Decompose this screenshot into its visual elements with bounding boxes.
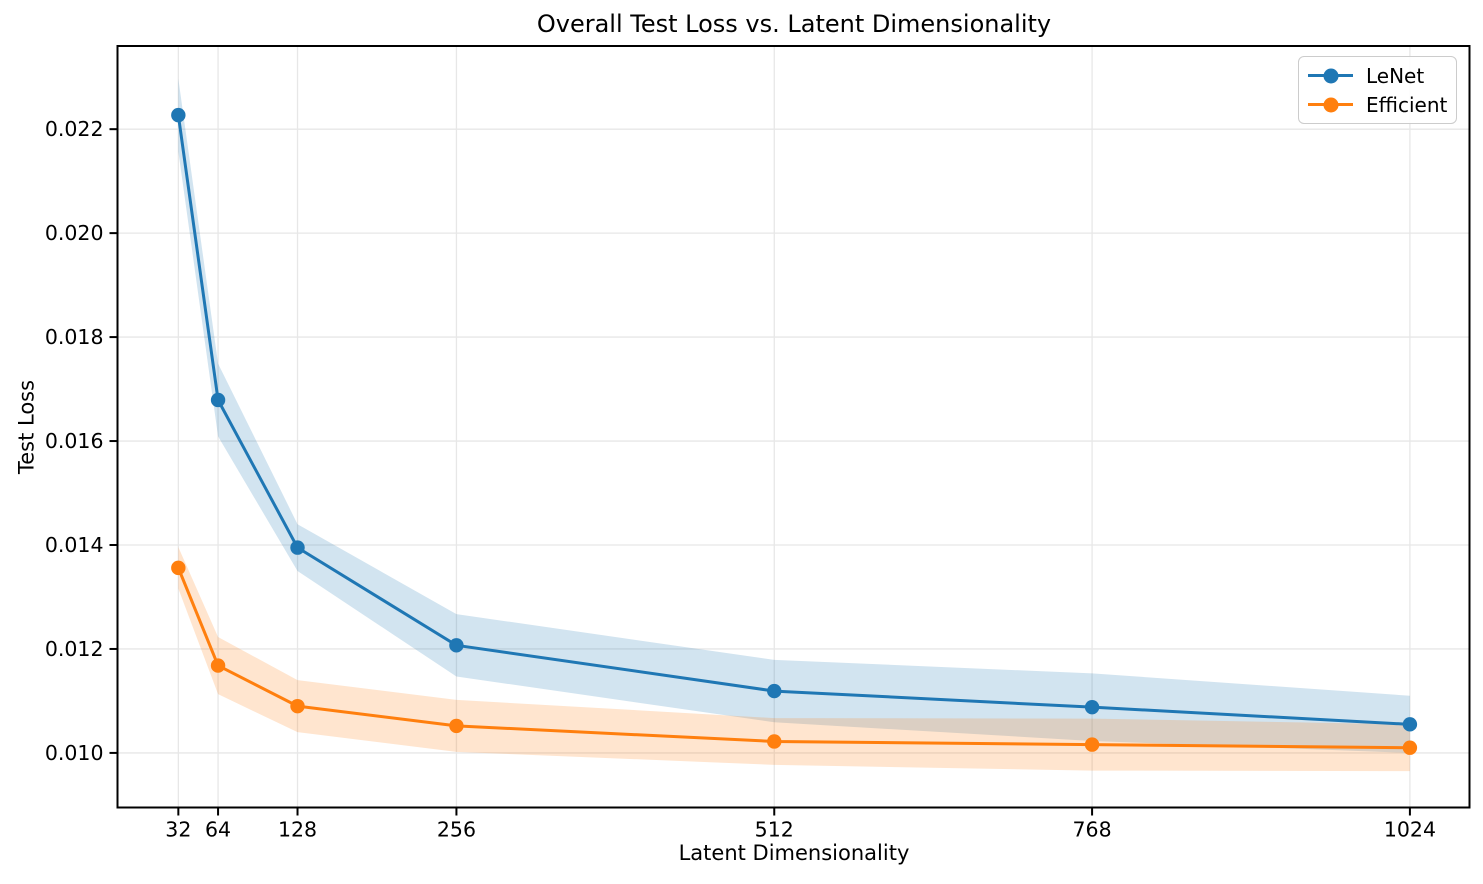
legend: LeNet Efficient — [1298, 56, 1457, 124]
y-tick-label: 0.014 — [45, 533, 104, 557]
efficient-data-point — [1084, 737, 1100, 752]
x-tick-label: 256 — [437, 818, 476, 842]
efficient-data-point — [210, 658, 226, 673]
lenet-data-point — [1402, 717, 1418, 732]
efficient-swatch-dot — [1323, 97, 1338, 112]
x-tick-label: 768 — [1073, 818, 1112, 842]
y-tick-label: 0.020 — [45, 221, 104, 245]
efficient-data-point — [171, 560, 186, 576]
lenet-data-point — [171, 107, 186, 123]
x-tick-label: 32 — [165, 818, 191, 842]
lenet-data-point — [449, 638, 464, 653]
efficient-data-point — [1402, 740, 1418, 755]
lenet-swatch-dot — [1323, 68, 1338, 83]
axes-spines-and-ticks — [109, 45, 1471, 816]
y-tick-label: 0.016 — [45, 429, 104, 453]
y-tick-label: 0.018 — [45, 325, 104, 349]
x-tick-label: 1024 — [1384, 818, 1436, 842]
efficient-data-point — [449, 718, 464, 734]
lenet-series — [171, 107, 1418, 732]
y-tick-label: 0.010 — [45, 741, 104, 765]
x-tick-label: 512 — [755, 818, 794, 842]
gridlines — [117, 46, 1470, 808]
lenet-data-point — [767, 683, 782, 699]
confidence-bands — [178, 78, 1410, 772]
lenet-line-marker-swatch — [1308, 68, 1353, 84]
lenet-confidence-band — [178, 78, 1410, 753]
x-tick-label: 64 — [205, 818, 231, 842]
lenet-data-point — [210, 392, 226, 408]
y-tick-label: 0.012 — [45, 637, 104, 661]
legend-item-efficient: Efficient — [1308, 94, 1447, 116]
tick-labels: 32 64 128 256 512 768 1024 0.010 0.012 0.014 0.016… — [45, 117, 1436, 841]
x-axis-label: Latent Dimensionality — [678, 841, 910, 865]
efficient-data-point — [767, 734, 782, 749]
legend-label-lenet: LeNet — [1366, 63, 1425, 88]
x-tick-label: 128 — [278, 818, 317, 842]
efficient-series — [171, 560, 1418, 755]
efficient-line-marker-swatch — [1308, 97, 1353, 113]
y-axis-label: Test Loss — [14, 379, 39, 475]
efficient-confidence-band — [178, 547, 1410, 772]
lenet-line — [176, 114, 1410, 726]
chart-title: Overall Test Loss vs. Latent Dimensional… — [536, 10, 1052, 38]
legend-item-lenet: LeNet — [1308, 65, 1447, 87]
lenet-data-point — [1084, 699, 1100, 715]
legend-label-efficient: Efficient — [1366, 92, 1448, 117]
lenet-data-point — [290, 540, 305, 555]
efficient-data-point — [290, 698, 305, 714]
y-tick-label: 0.022 — [45, 117, 104, 141]
